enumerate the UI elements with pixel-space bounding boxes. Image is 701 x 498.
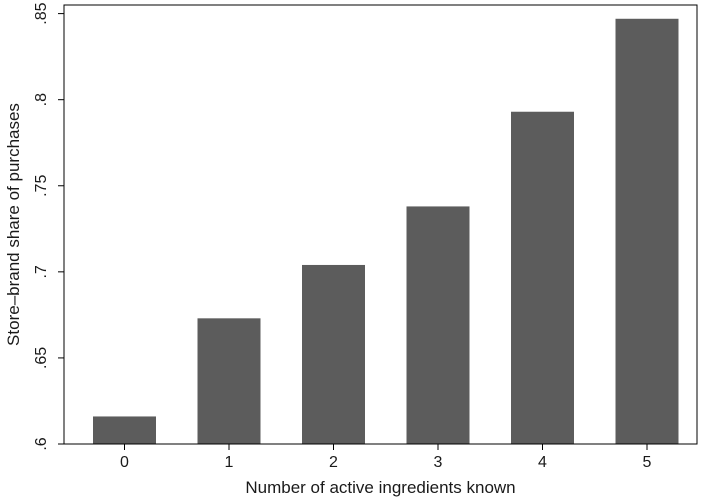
bars-group	[93, 18, 679, 445]
bar-5	[615, 18, 679, 444]
x-tick-label-3: 3	[434, 454, 443, 471]
x-tick-label-0: 0	[120, 454, 129, 471]
bar-3	[406, 206, 470, 444]
y-tick-label-p85: .85	[33, 2, 50, 24]
y-tick-label-p6: .6	[33, 437, 50, 450]
y-axis-title: Store–brand share of purchases	[4, 103, 23, 346]
x-tick-label-2: 2	[329, 454, 338, 471]
y-tick-label-p7: .7	[33, 265, 50, 278]
bar-4	[511, 111, 574, 445]
x-tick-label-5: 5	[643, 454, 652, 471]
y-tick-label-p8: .8	[33, 93, 50, 106]
x-axis-title: Number of active ingredients known	[245, 478, 515, 497]
bar-2	[302, 264, 365, 444]
x-tick-label-4: 4	[538, 454, 547, 471]
plot-frame	[63, 4, 698, 445]
y-axis: .6 .65 .7 .75 .8 .85	[33, 2, 64, 451]
bar-0	[93, 416, 156, 444]
bar-1	[197, 318, 261, 444]
y-tick-label-p75: .75	[33, 175, 50, 197]
x-axis: 0 1 2 3 4 5	[120, 444, 652, 471]
y-tick-label-p65: .65	[33, 347, 50, 369]
x-tick-label-1: 1	[225, 454, 234, 471]
